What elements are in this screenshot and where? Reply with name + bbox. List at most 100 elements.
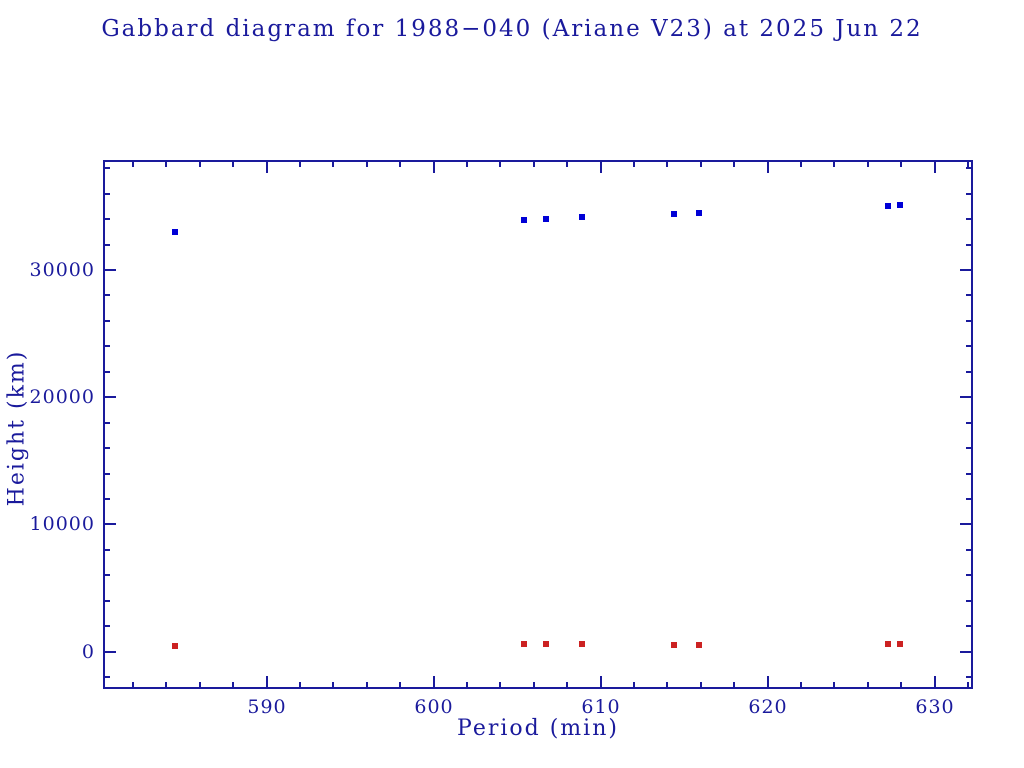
x-tick-label: 630 (915, 696, 955, 718)
x-minor-tick (700, 682, 702, 689)
x-tick-label: 620 (748, 696, 788, 718)
y-minor-tick (103, 218, 110, 220)
y-minor-tick (966, 549, 973, 551)
x-tick-label: 590 (247, 696, 287, 718)
y-minor-tick (966, 218, 973, 220)
data-point-apogee-height (579, 214, 585, 220)
y-minor-tick (966, 193, 973, 195)
data-point-apogee-height (885, 203, 891, 209)
y-minor-tick (103, 447, 110, 449)
x-minor-tick (399, 160, 401, 167)
x-minor-tick (232, 682, 234, 689)
x-major-tick (767, 676, 769, 689)
y-minor-tick (103, 549, 110, 551)
x-minor-tick (967, 682, 969, 689)
x-tick-label: 610 (581, 696, 621, 718)
x-minor-tick (566, 682, 568, 689)
x-minor-tick (733, 682, 735, 689)
data-point-perigee-height (521, 641, 527, 647)
x-major-tick (433, 160, 435, 173)
data-point-perigee-height (579, 641, 585, 647)
x-minor-tick (132, 682, 134, 689)
data-point-apogee-height (521, 217, 527, 223)
x-minor-tick (666, 682, 668, 689)
x-minor-tick (733, 160, 735, 167)
data-point-apogee-height (897, 202, 903, 208)
x-minor-tick (633, 682, 635, 689)
y-minor-tick (103, 320, 110, 322)
x-minor-tick (900, 682, 902, 689)
y-major-tick (960, 651, 973, 653)
y-minor-tick (103, 676, 110, 678)
data-point-apogee-height (696, 210, 702, 216)
x-minor-tick (366, 682, 368, 689)
x-major-tick (600, 676, 602, 689)
x-minor-tick (299, 160, 301, 167)
chart-title: Gabbard diagram for 1988−040 (Ariane V23… (101, 16, 923, 42)
data-point-perigee-height (543, 641, 549, 647)
x-minor-tick (165, 160, 167, 167)
x-minor-tick (867, 682, 869, 689)
y-tick-label: 10000 (29, 513, 95, 535)
x-minor-tick (332, 160, 334, 167)
y-minor-tick (966, 574, 973, 576)
y-minor-tick (103, 345, 110, 347)
x-minor-tick (466, 682, 468, 689)
x-minor-tick (666, 160, 668, 167)
y-minor-tick (103, 371, 110, 373)
x-minor-tick (533, 682, 535, 689)
y-minor-tick (966, 244, 973, 246)
y-minor-tick (966, 600, 973, 602)
y-minor-tick (966, 447, 973, 449)
data-point-apogee-height (543, 216, 549, 222)
x-minor-tick (199, 682, 201, 689)
y-major-tick (103, 651, 116, 653)
data-point-apogee-height (172, 229, 178, 235)
y-minor-tick (966, 345, 973, 347)
y-major-tick (103, 396, 116, 398)
y-major-tick (960, 396, 973, 398)
x-minor-tick (499, 160, 501, 167)
x-minor-tick (833, 160, 835, 167)
x-major-tick (934, 160, 936, 173)
x-minor-tick (132, 160, 134, 167)
x-major-tick (266, 160, 268, 173)
x-minor-tick (366, 160, 368, 167)
x-major-tick (767, 160, 769, 173)
y-minor-tick (966, 371, 973, 373)
x-major-tick (934, 676, 936, 689)
x-minor-tick (332, 682, 334, 689)
y-major-tick (103, 523, 116, 525)
y-major-tick (103, 269, 116, 271)
y-tick-label: 0 (81, 641, 95, 663)
x-tick-label: 600 (414, 696, 454, 718)
y-minor-tick (966, 320, 973, 322)
x-minor-tick (199, 160, 201, 167)
x-minor-tick (399, 682, 401, 689)
x-minor-tick (700, 160, 702, 167)
y-minor-tick (966, 167, 973, 169)
data-point-perigee-height (885, 641, 891, 647)
x-minor-tick (900, 160, 902, 167)
y-minor-tick (966, 294, 973, 296)
x-major-tick (266, 676, 268, 689)
x-minor-tick (533, 160, 535, 167)
y-minor-tick (103, 193, 110, 195)
y-minor-tick (103, 473, 110, 475)
y-minor-tick (103, 422, 110, 424)
y-tick-label: 20000 (29, 386, 95, 408)
x-axis-label: Period (min) (457, 716, 619, 741)
y-major-tick (960, 523, 973, 525)
x-major-tick (600, 160, 602, 173)
y-minor-tick (966, 422, 973, 424)
y-minor-tick (103, 574, 110, 576)
y-minor-tick (966, 625, 973, 627)
y-minor-tick (103, 498, 110, 500)
data-point-perigee-height (897, 641, 903, 647)
x-minor-tick (299, 682, 301, 689)
y-minor-tick (103, 167, 110, 169)
x-minor-tick (499, 682, 501, 689)
y-axis-label: Height (km) (4, 349, 30, 507)
y-tick-label: 30000 (29, 259, 95, 281)
x-minor-tick (633, 160, 635, 167)
